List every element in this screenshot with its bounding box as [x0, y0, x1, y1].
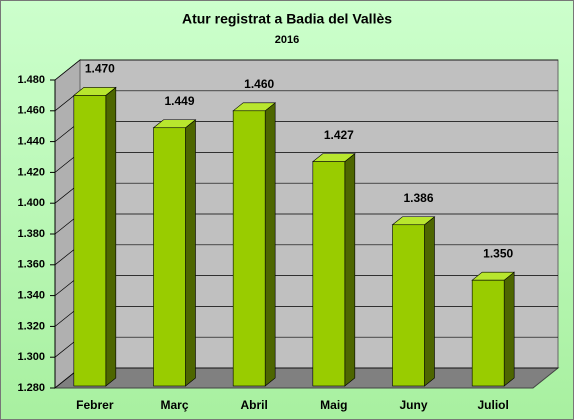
data-label: 1.470 [85, 62, 115, 76]
y-tick-label: 1.460 [17, 105, 45, 117]
x-tick-label: Febrer [76, 398, 114, 412]
data-label: 1.427 [324, 128, 354, 142]
y-tick-label: 1.280 [17, 382, 45, 394]
bar-side [105, 86, 117, 387]
bar [153, 127, 186, 387]
grid-line [54, 59, 558, 81]
y-tick-label: 1.380 [17, 228, 45, 240]
bar-side [264, 102, 276, 387]
chart-title: Atur registrat a Badia del Vallès [182, 11, 392, 27]
bar [73, 95, 107, 387]
y-tick-label: 1.420 [17, 166, 45, 178]
y-tick-label: 1.300 [17, 351, 45, 363]
x-tick-label: Maig [320, 398, 347, 412]
data-label: 1.386 [403, 191, 433, 205]
bar-side [424, 216, 435, 387]
y-tick-label: 1.360 [17, 259, 45, 271]
x-tick-label: Abril [240, 398, 267, 412]
data-label: 1.449 [164, 94, 194, 108]
x-tick-label: Juny [399, 398, 427, 412]
y-tick-label: 1.440 [17, 136, 45, 148]
y-tick-label: 1.480 [17, 74, 45, 86]
data-label: 1.460 [244, 77, 274, 91]
data-label: 1.350 [483, 246, 513, 260]
y-tick-label: 1.340 [17, 290, 45, 302]
x-tick-label: Juliol [477, 398, 508, 412]
bar-side [503, 271, 515, 387]
bar [471, 279, 505, 387]
bar [232, 110, 266, 387]
y-tick-label: 1.400 [17, 197, 45, 209]
bar [392, 224, 425, 387]
chart-subtitle: 2016 [275, 34, 299, 46]
bar [312, 161, 346, 387]
y-tick-label: 1.320 [17, 320, 45, 332]
bar-side [344, 152, 356, 387]
x-tick-label: Març [160, 398, 188, 412]
bar-side [185, 119, 196, 387]
